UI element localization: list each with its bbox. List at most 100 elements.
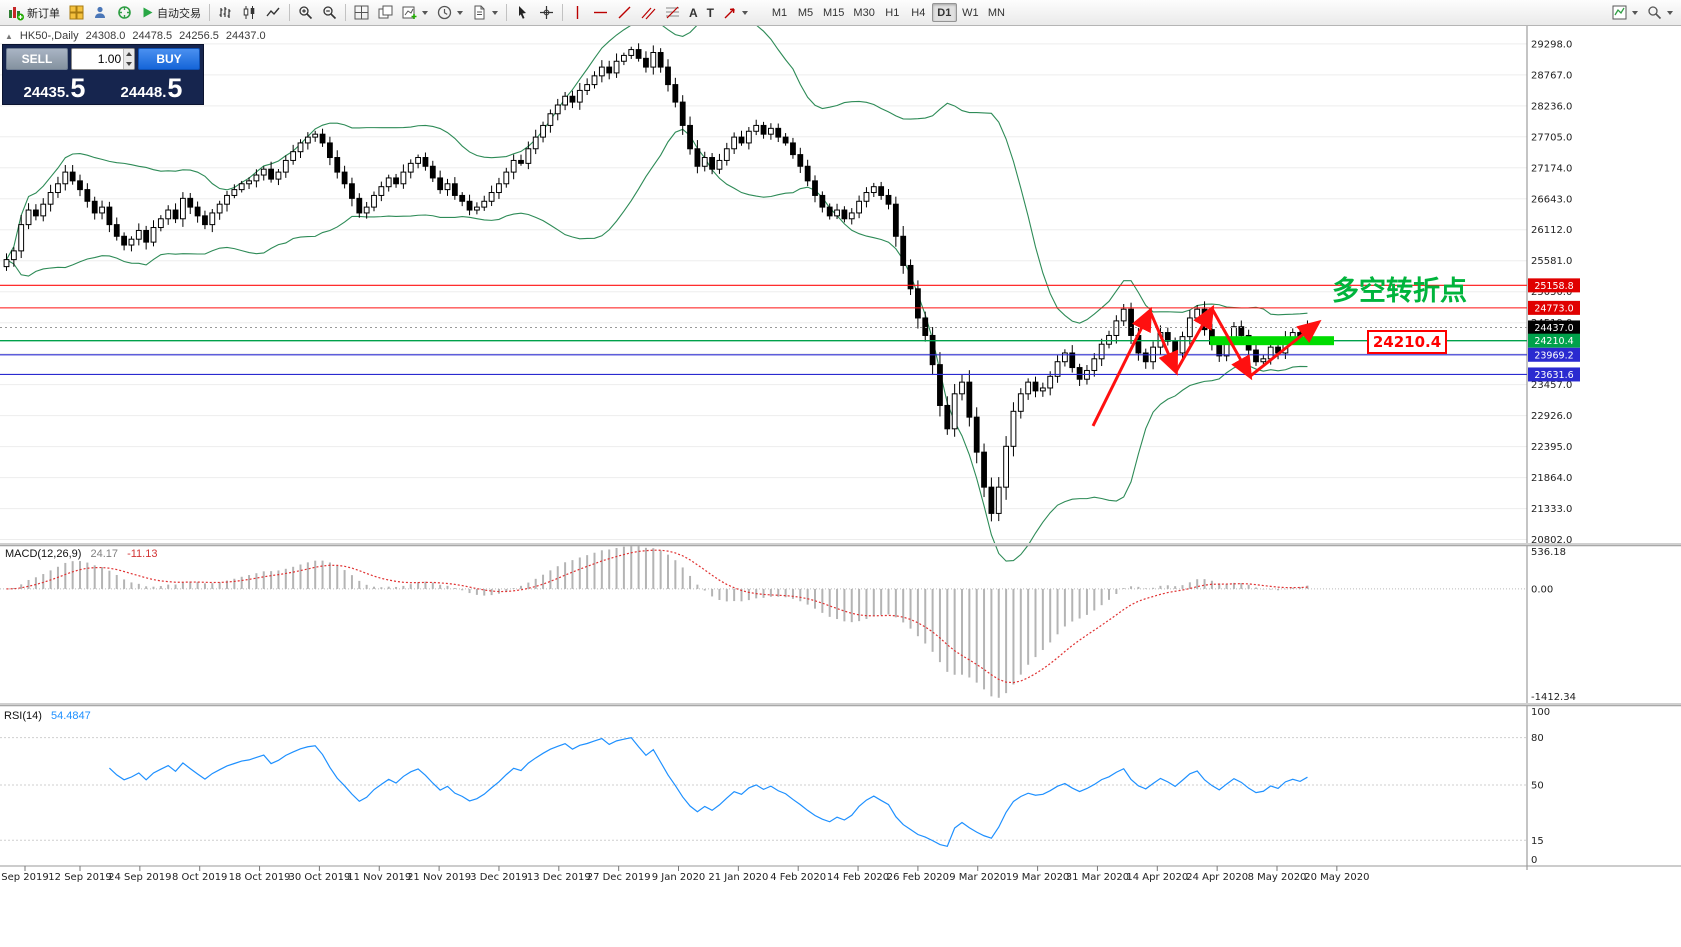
indicator-list-button[interactable] — [1608, 2, 1642, 24]
rsi-name: RSI(14) — [4, 710, 42, 722]
time-axis-label: 11 Nov 2019 — [347, 872, 411, 883]
macd-signal-line — [6, 549, 1308, 684]
market-watch-button[interactable] — [89, 2, 112, 24]
chart-low-value: 24256.5 — [179, 30, 219, 42]
bollinger-lower-band — [6, 128, 1308, 562]
svg-text:24437.0: 24437.0 — [1534, 323, 1573, 334]
new-order-button[interactable]: 新订单 — [4, 2, 64, 24]
toolbar-separator — [345, 4, 346, 21]
svg-text:25158.8: 25158.8 — [1534, 281, 1573, 292]
time-axis-label: 13 Dec 2019 — [527, 872, 591, 883]
macd-indicator-label: MACD(12,26,9) 24.17 -11.13 — [5, 548, 157, 560]
volume-down-button[interactable] — [124, 59, 134, 69]
timeframe-h1[interactable]: H1 — [880, 3, 905, 22]
search-button[interactable] — [1643, 2, 1677, 24]
macd-main-value: 24.17 — [90, 548, 119, 560]
trend-arrow — [1148, 310, 1178, 376]
charts-grid-button[interactable] — [65, 2, 88, 24]
volume-input[interactable] — [72, 49, 124, 69]
toolbar: 新订单 自动交易 — [0, 0, 1681, 26]
sell-price[interactable]: 24435. 5 — [6, 72, 103, 102]
trend-arrow — [1210, 307, 1253, 381]
horizontal-line-button[interactable] — [589, 2, 612, 24]
arrows-tool-button[interactable] — [719, 2, 752, 24]
timeframe-m15[interactable]: M15 — [819, 3, 848, 22]
text-label-button[interactable]: T — [703, 2, 718, 24]
svg-text:21864.0: 21864.0 — [1531, 473, 1572, 484]
indicator-list-icon — [1612, 5, 1627, 20]
zoom-out-button[interactable] — [318, 2, 341, 24]
svg-text:24210.4: 24210.4 — [1534, 336, 1573, 347]
candles-layer — [3, 43, 1311, 522]
vertical-line-button[interactable] — [567, 2, 588, 24]
auto-trading-button[interactable]: 自动交易 — [137, 2, 205, 24]
svg-text:23457.0: 23457.0 — [1531, 380, 1572, 391]
bar-chart-button[interactable] — [214, 2, 237, 24]
cursor-button[interactable] — [511, 2, 534, 24]
svg-text:28767.0: 28767.0 — [1531, 70, 1572, 81]
channel-icon — [641, 7, 656, 20]
candlestick-chart-button[interactable] — [238, 2, 261, 24]
arrows-caret-icon — [742, 10, 749, 15]
timeframe-mn[interactable]: MN — [984, 3, 1009, 22]
tile-windows-button[interactable] — [350, 2, 373, 24]
crosshair-button[interactable] — [535, 2, 558, 24]
cursor-icon — [519, 6, 526, 19]
time-axis-label: 19 Mar 2020 — [1006, 872, 1069, 883]
text-label-icon: T — [706, 5, 715, 20]
text-tool-button[interactable]: A — [685, 2, 702, 24]
charts-grid-icon — [69, 5, 84, 20]
svg-text:0: 0 — [1531, 855, 1537, 866]
chart-open-value: 24308.0 — [85, 30, 126, 42]
svg-text:27705.0: 27705.0 — [1531, 132, 1572, 143]
one-click-trading-panel: SELL BUY 24435.5 24448.5 — [2, 44, 204, 105]
fibonacci-button[interactable] — [661, 2, 684, 24]
templates-button[interactable] — [468, 2, 502, 24]
time-axis-label: 24 Apr 2020 — [1186, 872, 1248, 883]
price-level-badge — [1528, 367, 1580, 382]
buy-button[interactable]: BUY — [138, 48, 200, 70]
macd-name: MACD(12,26,9) — [5, 548, 82, 560]
bollinger-upper-band — [6, 26, 1308, 324]
templates-caret-icon — [492, 10, 498, 15]
time-axis-label: 27 Dec 2019 — [587, 872, 651, 883]
timeframe-h4[interactable]: H4 — [906, 3, 931, 22]
spinner-up-icon — [126, 52, 133, 56]
spinner-down-icon — [126, 62, 133, 66]
timeframe-m30[interactable]: M30 — [849, 3, 878, 22]
line-chart-button[interactable] — [262, 2, 285, 24]
new-chart-button[interactable] — [398, 2, 432, 24]
svg-text:26112.0: 26112.0 — [1531, 225, 1572, 236]
trendline-icon — [618, 6, 631, 19]
periods-button[interactable] — [433, 2, 467, 24]
zoom-out-icon — [323, 6, 337, 20]
svg-text:25050.0: 25050.0 — [1531, 287, 1572, 298]
buy-price[interactable]: 24448. 5 — [103, 72, 200, 102]
time-axis-label: 31 Mar 2020 — [1066, 872, 1129, 883]
sell-button[interactable]: SELL — [6, 48, 68, 70]
svg-text:20802.0: 20802.0 — [1531, 535, 1572, 546]
rsi-indicator-label: RSI(14) 54.4847 — [4, 710, 91, 722]
turning-point-annotation: 多空转折点 — [1332, 275, 1467, 307]
timeframe-m1[interactable]: M1 — [767, 3, 792, 22]
new-chart-caret-icon — [422, 10, 428, 15]
svg-text:21333.0: 21333.0 — [1531, 504, 1572, 515]
svg-text:25581.0: 25581.0 — [1531, 256, 1572, 267]
svg-text:26643.0: 26643.0 — [1531, 194, 1572, 205]
cascade-windows-icon — [378, 5, 393, 19]
volume-up-button[interactable] — [124, 49, 134, 59]
navigator-button[interactable] — [113, 2, 136, 24]
toolbar-separator — [209, 4, 210, 21]
macd-signal-value: -11.13 — [127, 548, 158, 560]
timeframe-w1[interactable]: W1 — [958, 3, 983, 22]
zoom-in-button[interactable] — [294, 2, 317, 24]
cascade-windows-button[interactable] — [374, 2, 397, 24]
chart-symbol-title: HK50-,Daily — [19, 30, 79, 42]
timeframe-m5[interactable]: M5 — [793, 3, 818, 22]
timeframe-d1[interactable]: D1 — [931, 3, 957, 22]
trendline-button[interactable] — [613, 2, 636, 24]
indicator-list-caret-icon — [1632, 10, 1638, 15]
price-level-badge — [1528, 320, 1580, 335]
chart-canvas[interactable]: 29298.0 28767.0 28236.0 27705.0 27174.0 26643… — [0, 26, 1681, 947]
channel-button[interactable] — [637, 2, 660, 24]
